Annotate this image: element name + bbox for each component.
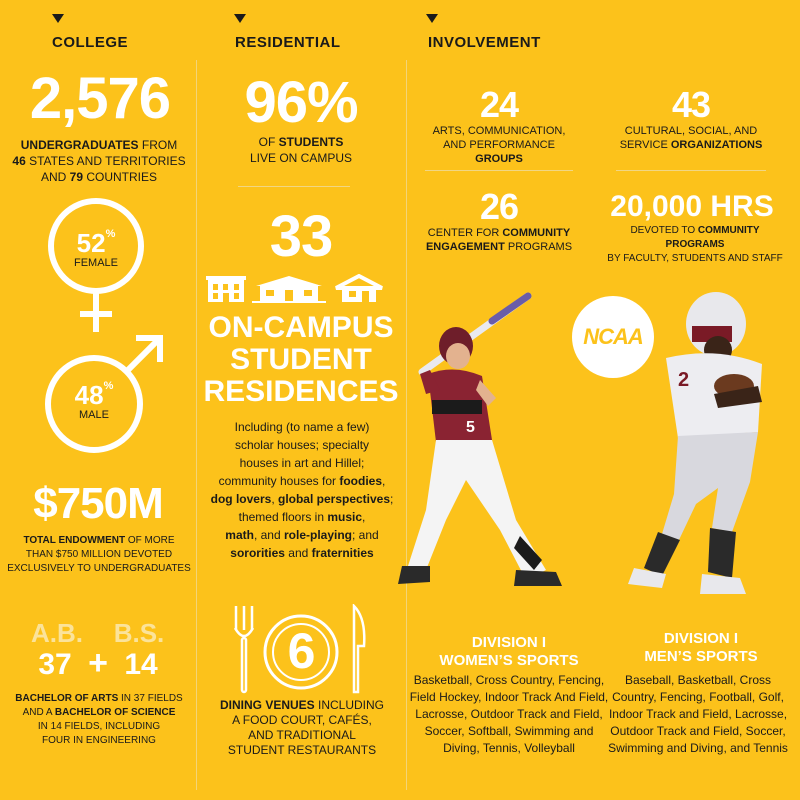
endowment-number: $750M: [33, 479, 164, 528]
football-jersey-number: 2: [678, 369, 689, 391]
sports-list-line: Country, Fencing, Football, Golf,: [612, 690, 784, 704]
female-pct-sign: %: [105, 228, 116, 240]
column-divider: [406, 60, 407, 790]
womens-sports-heading: DIVISION I WOMEN’S SPORTS: [439, 634, 579, 669]
sports-list-line: Lacrosse, Outdoor Track and Field,: [415, 707, 603, 721]
knife-icon: [352, 604, 366, 694]
header-marker: [234, 14, 246, 23]
female-label: FEMALE: [73, 257, 118, 269]
dining-number: 6: [287, 623, 316, 679]
undergrads-number: 2,576: [29, 66, 171, 131]
dining-text: DINING VENUES INCLUDING A FOOD COURT, CA…: [219, 698, 385, 757]
female-stat: 52% FEMALE: [46, 228, 146, 269]
male-pct: 48: [74, 380, 104, 410]
residences-description-line: sororities and fraternities: [230, 546, 374, 560]
community-house-icon: [252, 276, 326, 303]
mens-sports-list: Baseball, Basketball, Cross Country, Fenc…: [598, 672, 798, 757]
residences-description-line: community houses for foodies,: [218, 474, 386, 488]
on-campus-pct-text: OF STUDENTS LIVE ON CAMPUS: [249, 135, 353, 165]
header-college: COLLEGE: [52, 34, 129, 51]
service-hours-text: DEVOTED TO COMMUNITY PROGRAMS BY FACULTY…: [607, 225, 783, 264]
male-label: MALE: [79, 409, 109, 421]
section-divider: [425, 170, 573, 171]
residences-description-line: houses in art and Hillel;: [239, 456, 365, 470]
softball-jersey-number: 5: [466, 419, 475, 436]
fork-icon: [233, 606, 255, 694]
arts-groups-text: ARTS, COMMUNICATION, AND PERFORMANCE GRO…: [432, 125, 566, 165]
endowment-text: TOTAL ENDOWMENT OF MORE THAN $750 MILLIO…: [7, 535, 191, 574]
cce-programs-number: 26: [479, 186, 519, 227]
residences-description: Including (to name a few) scholar houses;…: [204, 418, 400, 562]
cultural-orgs-text: CULTURAL, SOCIAL, AND SERVICE ORGANIZATI…: [619, 125, 763, 151]
scholar-house-icon: [206, 276, 246, 302]
residences-number: 33: [269, 204, 334, 269]
softball-player-image: 5: [398, 292, 562, 586]
header-involvement: INVOLVEMENT: [428, 34, 541, 51]
sports-list-line: Indoor Track and Field, Lacrosse,: [608, 707, 788, 721]
specialty-house-icon: [335, 274, 383, 302]
cce-programs-text: CENTER FOR COMMUNITY ENGAGEMENT PROGRAMS: [425, 227, 573, 253]
female-pct: 52: [76, 228, 106, 258]
header-marker: [52, 14, 64, 23]
degrees-text: BACHELOR OF ARTS IN 37 FIELDS AND A BACH…: [15, 693, 183, 746]
on-campus-pct-number: 96%: [244, 70, 358, 135]
section-divider: [238, 186, 350, 187]
ab-number: 37: [38, 648, 72, 681]
sports-list-line: Diving, Tennis, Volleyball: [443, 741, 575, 755]
cultural-orgs-number: 43: [671, 84, 711, 125]
ncaa-logo: NCAA: [572, 296, 654, 378]
bs-label: B.S.: [113, 618, 165, 648]
section-divider: [616, 170, 766, 171]
sports-list-line: Field Hockey, Indoor Track And Field,: [409, 690, 609, 704]
sports-list-line: Basketball, Cross Country, Fencing,: [413, 673, 605, 687]
male-pct-sign: %: [103, 380, 114, 392]
bs-number: 14: [124, 648, 158, 681]
ncaa-logo-text: NCAA: [583, 324, 644, 349]
football-player-image: 2: [628, 292, 762, 594]
residences-description-line: scholar houses; specialty: [234, 438, 370, 452]
residences-description-line: dog lovers, global perspectives;: [210, 492, 394, 506]
header-marker: [426, 14, 438, 23]
column-divider: [196, 60, 197, 790]
sports-list-line: Swimming and Diving, and Tennis: [608, 741, 788, 755]
ab-label: A.B.: [31, 618, 83, 648]
sports-list-line: Outdoor Track and Field, Soccer,: [610, 724, 786, 738]
male-stat: 48% MALE: [44, 380, 144, 421]
female-symbol-icon: [48, 198, 144, 332]
service-hours-number: 20,000 HRS: [610, 190, 774, 223]
womens-sports-list: Basketball, Cross Country, Fencing, Field…: [402, 672, 616, 757]
sports-list-line: Baseball, Basketball, Cross: [624, 673, 772, 687]
sports-list-line: Soccer, Softball, Swimming and: [424, 724, 594, 738]
male-symbol-icon: [45, 335, 163, 453]
residences-description-line: math, and role-playing; and: [225, 528, 379, 542]
plate-icon: [263, 614, 339, 690]
undergrads-text: UNDERGRADUATES FROM 46 STATES AND TERRIT…: [12, 138, 186, 184]
residences-title: ON-CAMPUS STUDENT RESIDENCES: [203, 311, 399, 408]
arts-groups-number: 24: [479, 84, 519, 125]
plus-sign: +: [88, 644, 108, 682]
residences-description-line: themed floors in music,: [238, 510, 366, 524]
mens-sports-heading: DIVISION I MEN’S SPORTS: [644, 630, 758, 665]
header-residential: RESIDENTIAL: [235, 34, 341, 51]
residences-description-line: Including (to name a few): [234, 420, 370, 434]
